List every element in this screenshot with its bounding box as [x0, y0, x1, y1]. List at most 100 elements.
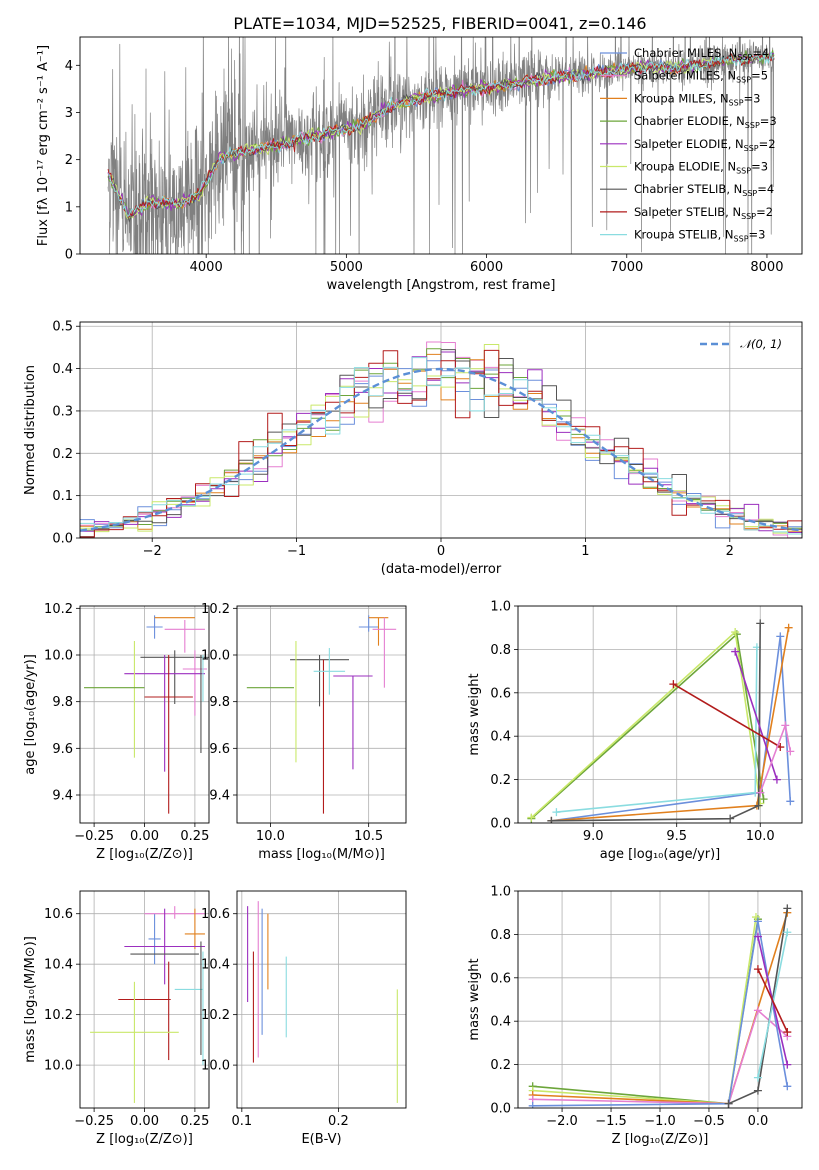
- x-tick-label: −2: [143, 544, 162, 559]
- axes-frame: [517, 605, 803, 824]
- panel-residuals: −2 −1 0 1 2 0.0 0.1 0.2 0.3 0.4 0.5 (data-model)/er…: [23, 320, 803, 577]
- weight-series-salpeter_elodie: [734, 651, 778, 780]
- y-tick-label: 0.1: [52, 489, 73, 504]
- weight-marker: [784, 623, 793, 632]
- legend-entry: 𝒩(0, 1): [740, 337, 782, 351]
- legend-entry: Salpeter STELIB, NSSP=2: [634, 205, 773, 221]
- x-tick-label: −1: [287, 544, 306, 559]
- weight-marker: [783, 1060, 792, 1069]
- x-tick-label: 7000: [610, 260, 643, 275]
- weight-series-kroupa_miles: [551, 627, 790, 822]
- y-tick-label: 0.4: [52, 362, 73, 377]
- weight-marker: [754, 801, 763, 810]
- weight-marker: [753, 1086, 762, 1095]
- panel-spectrum: 4000 5000 6000 7000 8000 0 1 2 3 4 wavelength [Ang…: [36, 36, 803, 293]
- x-tick-label: 1: [581, 544, 589, 559]
- histogram-kroupa_stelib: [80, 357, 802, 535]
- x-tick-label: 0.2: [328, 1114, 349, 1129]
- x-tick-label: 8000: [750, 260, 783, 275]
- y-tick-label: 0.6: [490, 971, 511, 986]
- y-tick-label: 9.6: [52, 742, 73, 757]
- figure-title: PLATE=1034, MJD=52525, FIBERID=0041, z=0…: [233, 14, 646, 33]
- weight-series-chabrier_miles: [551, 635, 792, 822]
- x-tick-label: 0.1: [231, 1114, 252, 1129]
- legend-entry: Salpeter MILES, NSSP=5: [634, 69, 768, 85]
- y-tick-label: 0.0: [490, 817, 511, 832]
- y-tick-label: 0.2: [490, 1058, 511, 1073]
- y-tick-label: 10.0: [44, 649, 73, 664]
- weight-marker: [772, 775, 781, 784]
- plot-area-age-vs-z: [80, 606, 209, 823]
- x-tick-label: 10.0: [746, 829, 775, 844]
- y-tick-label: 10.0: [201, 649, 230, 664]
- panel-age-vs-mass: 10.0 10.5 9.4 9.6 9.8 10.0 10.2 mass [log₁₀(M/M…: [201, 602, 407, 862]
- weight-marker: [786, 797, 795, 806]
- y-tick-label: 10.2: [44, 1008, 73, 1023]
- x-tick-label: −0.5: [693, 1114, 725, 1129]
- weight-marker: [753, 1073, 762, 1082]
- x-tick-label: 4000: [190, 260, 223, 275]
- y-tick-label: 0.3: [52, 404, 73, 419]
- x-tick-label: −1.0: [644, 1114, 676, 1129]
- y-axis-label: mass weight: [467, 958, 482, 1040]
- weight-series-salpeter_stelib: [672, 683, 781, 748]
- panel-weight-vs-z: −2.0 −1.5 −1.0 −0.5 0.0 0.0 0.2 0.4 0.6 0.8 1.0 Z […: [467, 885, 803, 1147]
- plot-area-mass-vs-z: [80, 891, 209, 1108]
- weight-marker: [783, 928, 792, 937]
- y-tick-label: 1.0: [490, 600, 511, 615]
- y-tick-label: 0.0: [52, 532, 73, 547]
- x-tick-label: 6000: [470, 260, 503, 275]
- histogram-salpeter_miles: [80, 341, 802, 538]
- legend-entry: Salpeter ELODIE, NSSP=2: [634, 137, 776, 153]
- x-tick-label: 10.0: [256, 829, 285, 844]
- model-spectrum-kroupa_stelib: [107, 51, 775, 217]
- y-tick-label: 0.8: [490, 928, 511, 943]
- x-tick-label: −0.25: [74, 829, 114, 844]
- weight-marker: [751, 913, 760, 922]
- y-axis-label: mass [log₁₀(M/M⊙)]: [23, 936, 38, 1063]
- weight-marker: [753, 1006, 762, 1015]
- y-tick-label: 0.4: [490, 730, 511, 745]
- legend-entry: Kroupa ELODIE, NSSP=3: [634, 160, 768, 176]
- x-tick-label: 10.5: [354, 829, 383, 844]
- y-tick-label: 10.4: [201, 958, 230, 973]
- y-tick-label: 0.8: [490, 643, 511, 658]
- x-tick-label: 0.0: [748, 1114, 769, 1129]
- model-spectrum-kroupa_elodie: [107, 53, 775, 220]
- x-tick-label: 0: [437, 544, 445, 559]
- y-tick-label: 2: [65, 153, 73, 168]
- plot-area-weight-vs-z: [518, 891, 802, 1108]
- y-tick-label: 10.4: [44, 958, 73, 973]
- y-tick-label: 1.0: [490, 885, 511, 900]
- weight-marker: [724, 1099, 733, 1108]
- weight-marker: [753, 965, 762, 974]
- panel-age-vs-z: −0.25 0.00 0.25 9.4 9.6 9.8 10.0 10.2 Z [log₁₀(Z…: [23, 602, 210, 862]
- plot-area-spectrum: [107, 37, 775, 254]
- x-tick-label: 9.5: [666, 829, 687, 844]
- x-tick-label: 9.0: [583, 829, 604, 844]
- y-axis-label: mass weight: [467, 673, 482, 755]
- y-tick-label: 0.2: [52, 447, 73, 462]
- x-axis-label: Z [log₁₀(Z/Z⊙)]: [612, 1132, 709, 1147]
- y-tick-label: 0.6: [490, 686, 511, 701]
- legend-entry: Chabrier ELODIE, NSSP=3: [634, 114, 777, 130]
- y-axis-label: age [log₁₀(age/yr)]: [23, 654, 38, 775]
- model-spectrum-kroupa_miles: [141, 62, 677, 212]
- axes-frame: [79, 605, 210, 824]
- weight-series-kroupa_elodie: [530, 631, 761, 819]
- plot-area-residuals: [80, 322, 802, 538]
- y-tick-label: 9.4: [52, 789, 73, 804]
- weight-series-salpeter_miles: [532, 1009, 788, 1105]
- panel-weight-vs-age: 9.0 9.5 10.0 0.0 0.2 0.4 0.6 0.8 1.0 age [log₁₀(a…: [467, 600, 803, 862]
- weight-series-kroupa_stelib: [757, 932, 789, 1078]
- weight-marker: [547, 816, 556, 823]
- legend-entry: Chabrier MILES, NSSP=4: [634, 46, 769, 62]
- axes-frame: [236, 890, 407, 1109]
- weight-marker: [753, 932, 762, 941]
- x-tick-label: −2.0: [546, 1114, 578, 1129]
- x-axis-label: (data-model)/error: [381, 562, 502, 577]
- y-tick-label: 0.4: [490, 1015, 511, 1030]
- axes-frame: [517, 890, 803, 1109]
- y-tick-label: 0.0: [490, 1102, 511, 1117]
- x-tick-label: 0.00: [130, 829, 159, 844]
